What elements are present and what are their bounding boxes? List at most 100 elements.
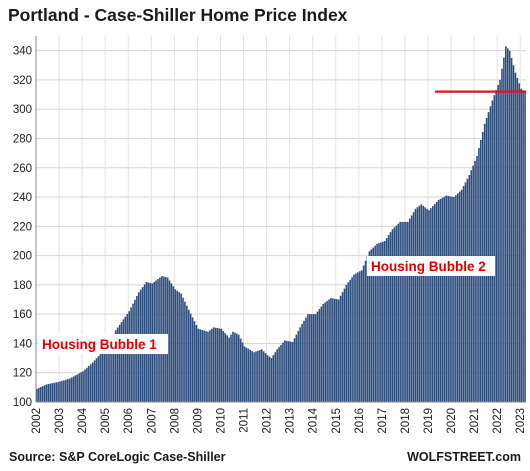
bar	[372, 247, 375, 402]
x-tick-label: 2021	[469, 408, 481, 434]
bar	[260, 349, 263, 402]
y-tick-label: 320	[13, 75, 32, 87]
bar	[387, 235, 390, 402]
bar	[86, 367, 88, 402]
bar	[410, 215, 413, 402]
bar	[310, 314, 313, 402]
bar	[335, 299, 338, 402]
bar	[389, 232, 392, 402]
bar	[39, 387, 42, 402]
bar	[180, 293, 182, 402]
bar	[270, 358, 273, 402]
brand-mark: WOLFSTREET.com	[407, 450, 521, 464]
bar	[407, 221, 409, 402]
bar	[522, 90, 524, 402]
y-tick-label: 220	[13, 221, 32, 233]
bar	[109, 340, 111, 402]
bar	[420, 204, 423, 402]
bar	[184, 301, 186, 402]
bar	[45, 384, 48, 402]
bar	[59, 381, 61, 402]
bar	[320, 306, 323, 402]
x-tick-label: 2019	[423, 408, 435, 434]
bar	[186, 305, 188, 402]
bar	[466, 178, 469, 402]
bar	[360, 270, 363, 402]
bar	[228, 337, 230, 402]
bar	[182, 297, 184, 402]
bar	[36, 388, 38, 402]
bar	[472, 165, 474, 402]
bar	[301, 324, 303, 402]
source-note: Source: S&P CoreLogic Case-Shiller	[9, 450, 226, 464]
bar	[274, 352, 277, 402]
bar	[66, 379, 69, 402]
bar	[460, 189, 463, 402]
bar	[293, 338, 296, 402]
bar	[349, 279, 351, 402]
bar	[230, 334, 232, 402]
bar	[222, 330, 225, 402]
bar	[456, 193, 459, 402]
bar	[276, 349, 278, 402]
bar	[189, 313, 192, 402]
bar	[272, 355, 275, 402]
bar	[497, 85, 499, 402]
bar	[57, 381, 59, 402]
bar	[391, 229, 394, 402]
bar	[53, 382, 56, 402]
bar	[74, 375, 77, 402]
bar	[282, 342, 284, 402]
bar	[268, 356, 271, 402]
bar	[55, 382, 57, 402]
bar	[205, 331, 207, 402]
bar	[280, 344, 282, 402]
x-tick-label: 2003	[54, 408, 66, 434]
bar	[458, 191, 461, 402]
x-tick-label: 2004	[77, 407, 89, 433]
bar	[439, 198, 442, 402]
y-tick-label: 140	[13, 338, 32, 350]
bar	[253, 352, 255, 402]
bar	[314, 314, 317, 402]
bar	[224, 333, 227, 402]
bar	[332, 298, 334, 402]
bar	[337, 299, 340, 402]
y-tick-label: 300	[13, 104, 32, 116]
bar	[355, 273, 357, 402]
bar	[239, 338, 242, 402]
bar	[462, 186, 465, 402]
bar	[351, 277, 353, 402]
bar	[403, 221, 405, 402]
bar	[424, 207, 426, 402]
bar	[299, 327, 302, 402]
bar	[305, 317, 307, 402]
bar	[312, 314, 315, 402]
x-tick-label: 2017	[377, 408, 389, 434]
bar	[41, 386, 44, 402]
bar	[303, 320, 305, 402]
bar	[289, 341, 292, 402]
bar	[397, 223, 400, 402]
bar	[211, 328, 213, 402]
bar	[393, 227, 396, 402]
bar	[518, 83, 521, 402]
bar	[505, 46, 507, 403]
bar	[284, 340, 286, 402]
bar	[455, 195, 457, 402]
bar	[105, 347, 107, 402]
bar	[259, 350, 261, 402]
bar	[193, 321, 196, 402]
bar	[374, 245, 376, 402]
bar	[347, 282, 350, 402]
bar	[322, 303, 325, 402]
bar	[168, 280, 171, 402]
x-tick-label: 2020	[446, 408, 458, 434]
bar	[235, 333, 238, 402]
bar	[128, 311, 131, 402]
bar	[451, 196, 453, 402]
bar	[366, 255, 369, 402]
bar	[68, 378, 71, 402]
bar	[111, 337, 113, 402]
bar	[243, 346, 246, 402]
